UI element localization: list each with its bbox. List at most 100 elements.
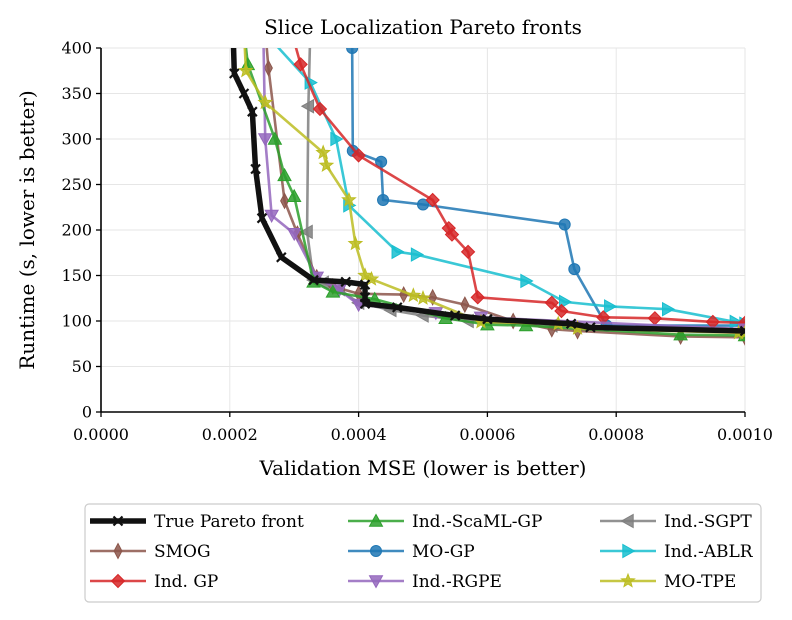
series-line-ind-sgpt [305,48,745,333]
data-point-ind-scaml-gp-3 [277,167,292,182]
y-tick-label-3: 150 [61,266,92,285]
series-ind-gp [293,48,745,331]
legend-item-mo-tpe: MO-TPE [600,572,736,592]
data-point-mo-tpe-10 [415,290,431,305]
legend-marker-ind-gp [110,573,126,589]
legend-item-ind-rgpe: Ind.-RGPE [348,572,502,592]
data-point-ind-scaml-gp-2 [267,131,283,145]
legend-item-ind-gp: Ind. GP [90,572,218,592]
data-point-mo-tpe-6 [347,235,364,251]
legend-marker-mo-gp [369,544,383,558]
y-axis-label: Runtime (s, lower is better) [15,90,39,369]
data-point-ind-gp-3 [351,148,366,163]
data-point-ind-gp-6 [444,227,460,242]
data-point-ind-rgpe-6 [351,298,366,313]
x-axis-label: Validation MSE (lower is better) [259,456,587,480]
data-point-mo-tpe-8 [363,270,380,286]
legend-item-ind-scaml-gp: Ind.-ScaML-GP [348,512,542,532]
data-point-mo-tpe-7 [357,267,373,283]
legend-item-true-pareto-front: True Pareto front [90,512,304,532]
data-point-ind-ablr-4 [391,244,405,260]
legend-label-ind-scaml-gp: Ind.-ScaML-GP [412,512,542,532]
y-tick-label-4: 200 [61,221,92,240]
data-point-mo-gp-5 [416,198,430,211]
legend-label-smog: SMOG [154,542,211,562]
data-point-mo-gp-4 [377,193,390,206]
legend: True Pareto front SMOG Ind. GP Ind.-ScaML-G… [84,503,762,603]
data-point-ind-gp-8 [470,290,485,305]
data-point-mo-tpe-3 [315,144,331,160]
data-point-mo-tpe-5 [341,191,357,207]
data-point-smog-2 [280,192,290,210]
data-point-true-pareto-front-3 [247,106,258,117]
data-point-ind-gp-1 [293,57,308,72]
data-point-mo-gp-3 [375,155,388,168]
legend-label-ind-ablr: Ind.-ABLR [664,542,754,562]
data-point-smog-1 [263,59,273,77]
legend-marker-mo-tpe [620,572,636,588]
data-point-true-pareto-front-11 [359,298,371,309]
legend-label-true-pareto-front: True Pareto front [154,512,304,532]
data-point-smog-8 [428,288,438,306]
x-tick-label-1: 0.0002 [202,425,258,444]
grid-lines [100,47,746,413]
legend-marker-true-pareto-front [112,515,124,527]
legend-frame [84,503,762,603]
y-tick-label-6: 300 [61,130,92,149]
data-point-ind-ablr-9 [662,301,676,317]
data-point-ind-scaml-gp-6 [325,284,341,298]
legend-item-mo-gp: MO-GP [348,542,475,562]
data-point-true-pareto-front-5 [256,212,268,224]
data-point-true-pareto-front-6 [276,252,287,263]
x-tick-label-0: 0.0000 [73,425,129,444]
legend-label-ind-rgpe: Ind.-RGPE [412,572,502,592]
series-line-mo-gp [350,48,745,327]
data-point-ind-rgpe-2 [264,209,280,223]
chart-title: Slice Localization Pareto fronts [264,15,582,39]
axes: 0.0000 0.0002 0.0004 0.0006 0.0008 0.0010 0 50 1… [61,39,773,445]
legend-marker-smog [113,542,123,560]
y-tick-label-5: 250 [61,175,92,194]
data-point-ind-ablr-6 [520,273,534,289]
data-point-ind-gp-2 [312,101,328,117]
data-point-ind-scaml-gp-10 [518,318,534,332]
y-tick-label-1: 50 [72,357,92,376]
x-tick-label-4: 0.0008 [588,425,644,444]
legend-item-ind-sgpt: Ind.-SGPT [600,512,752,532]
data-point-true-pareto-front-4 [250,163,261,175]
data-point-mo-tpe-1 [238,62,254,78]
data-point-true-pareto-front-12 [391,302,403,313]
legend-item-smog: SMOG [90,542,211,562]
x-tick-label-5: 0.0010 [717,425,773,444]
series-true-pareto-front [229,48,745,337]
series-line-true-pareto-front [230,48,745,334]
data-point-mo-gp-1 [346,48,359,55]
legend-item-ind-ablr: Ind.-ABLR [600,542,754,562]
legend-label-ind-sgpt: Ind.-SGPT [664,512,752,532]
data-point-ind-ablr-8 [604,299,618,314]
data-point-ind-scaml-gp-4 [286,188,302,203]
data-point-ind-scaml-gp-8 [438,310,453,324]
series-line-ind-scaml-gp [244,48,745,337]
legend-marker-ind-ablr [622,543,636,559]
legend-marker-ind-rgpe [368,575,384,589]
data-point-ind-gp-7 [460,244,476,260]
data-point-ind-gp-12 [647,311,663,326]
data-point-true-pareto-front-2 [238,88,250,99]
y-tick-label-7: 350 [61,84,92,103]
data-point-mo-tpe-2 [257,94,274,110]
data-point-mo-tpe-4 [318,157,335,173]
x-tick-label-3: 0.0006 [459,425,515,444]
data-point-ind-sgpt-2 [299,224,313,240]
y-tick-label-8: 400 [61,39,92,58]
series-ind-sgpt [299,48,745,336]
series-mo-gp [346,48,745,332]
data-point-mo-tpe-9 [405,287,422,303]
data-point-mo-gp-6 [558,218,571,231]
x-tick-label-2: 0.0004 [331,425,387,444]
y-tick-label-0: 0 [82,403,92,422]
data-point-true-pareto-front-16 [585,322,596,333]
data-point-true-pareto-front-8 [340,276,351,288]
data-point-true-pareto-front-13 [449,310,461,321]
